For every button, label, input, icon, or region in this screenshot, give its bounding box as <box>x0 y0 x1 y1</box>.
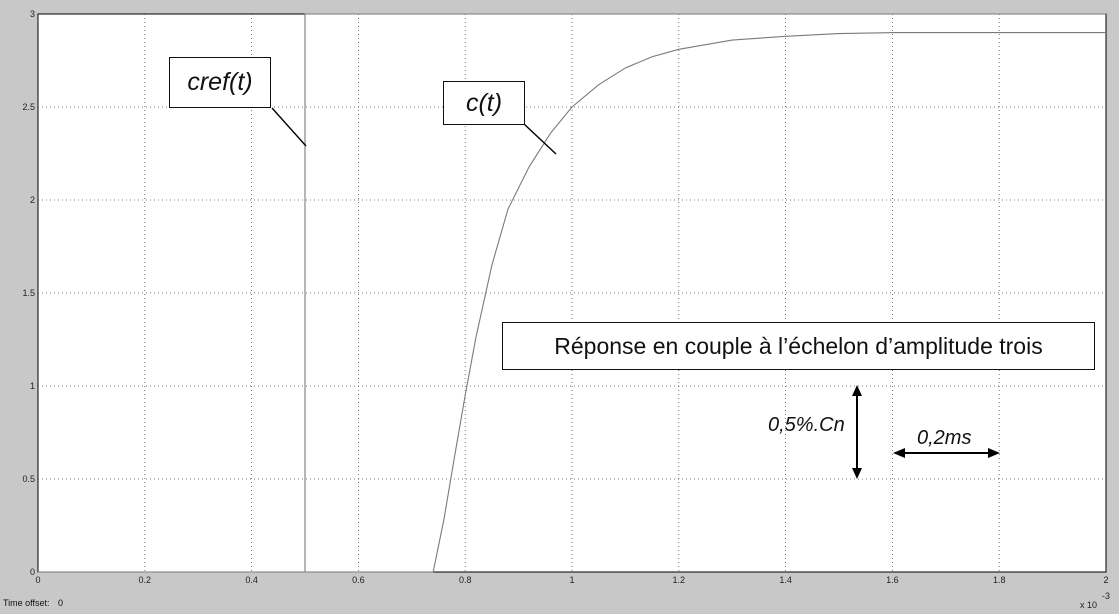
c-callout-label: c(t) <box>465 88 503 117</box>
y-tick-label: 3 <box>30 9 35 19</box>
x-tick-label: 0.4 <box>245 575 258 585</box>
series-group <box>38 13 1106 573</box>
x-tick-label: 0.2 <box>139 575 152 585</box>
cref-leader-line <box>271 107 307 147</box>
vertical-scale-arrow <box>852 385 862 479</box>
x-tick-label: 0.8 <box>459 575 472 585</box>
cref-callout: cref(t) <box>169 57 271 108</box>
x-tick-label: 2 <box>1103 575 1108 585</box>
x-tick-label: 1.4 <box>779 575 792 585</box>
x-tick-label: 1.2 <box>673 575 686 585</box>
time-offset-value: 0 <box>58 598 64 608</box>
horizontal-scale-label: 0,2ms <box>917 427 972 449</box>
c-series-line <box>38 32 1106 573</box>
horizontal-scale-arrow <box>893 448 1000 458</box>
y-tick-label: 1 <box>30 381 35 391</box>
time-offset-label: Time offset: <box>3 598 50 608</box>
x-tick-label: 1.8 <box>993 575 1006 585</box>
y-tick-label: 1.5 <box>22 288 35 298</box>
chart-title-box: Réponse en couple à l’échelon d’amplitud… <box>502 322 1095 370</box>
y-tick-label: 0 <box>30 567 35 577</box>
y-tick-label: 0.5 <box>22 474 35 484</box>
x-tick-label: 1.6 <box>886 575 899 585</box>
x-tick-label: 0 <box>35 575 40 585</box>
x-exponent-power: -3 <box>1102 591 1110 601</box>
axis-ticks: 0 0.2 0.4 0.6 0.8 1 1.2 1.4 1.6 1.8 2 0 0.5 1 1.5 2 2.5 3 <box>22 9 1108 585</box>
y-tick-label: 2.5 <box>22 102 35 112</box>
x-tick-label: 0.6 <box>352 575 365 585</box>
time-offset-footer: Time offset: 0 <box>3 598 63 608</box>
chart-title: Réponse en couple à l’échelon d’amplitud… <box>554 332 1043 359</box>
c-callout: c(t) <box>443 81 525 125</box>
cref-callout-label: cref(t) <box>187 68 253 96</box>
vertical-scale-label: 0,5%.Cn <box>768 414 845 436</box>
x-exponent-label: x 10 <box>1080 600 1097 610</box>
y-tick-label: 2 <box>30 195 35 205</box>
x-tick-label: 1 <box>569 575 574 585</box>
c-leader-line <box>523 123 557 155</box>
